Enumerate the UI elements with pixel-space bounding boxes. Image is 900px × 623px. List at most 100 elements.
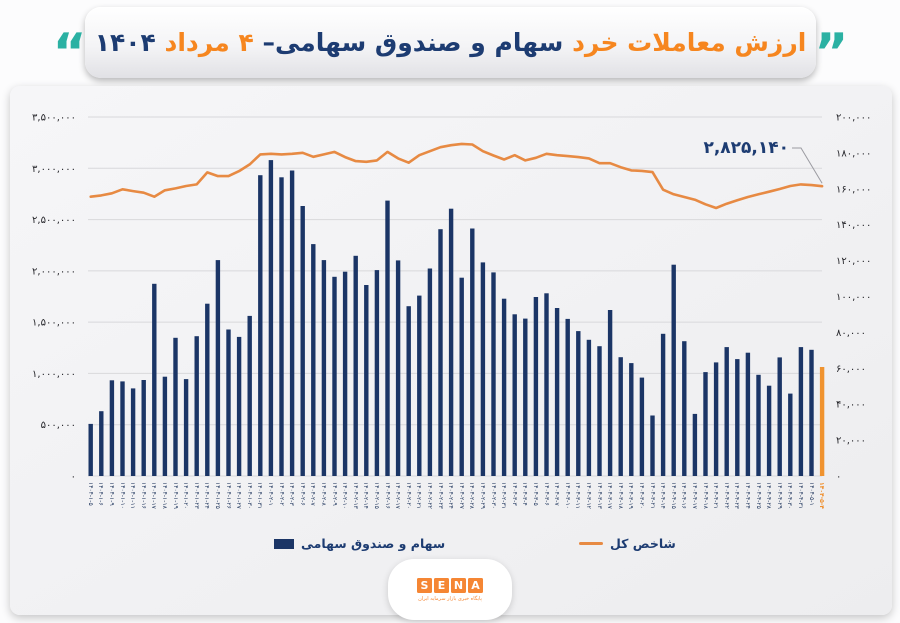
x-axis-tick: ۱۴۰۴-۲-۱۵	[372, 482, 380, 509]
bar	[798, 347, 804, 476]
x-axis-tick: ۱۴۰۴-۴-۲۹	[775, 482, 783, 509]
x-axis-tick: ۱۴۰۴-۳-۱۱	[574, 482, 582, 509]
left-axis-tick: ۱,۵۰۰,۰۰۰	[32, 318, 76, 329]
left-axis-tick: ۱,۰۰۰,۰۰۰	[32, 369, 76, 380]
bar	[523, 318, 528, 476]
x-axis-tick: ۱۴۰۴-۱-۱۹	[171, 482, 179, 509]
bar	[713, 362, 719, 476]
bar	[618, 357, 623, 476]
bar	[141, 380, 146, 476]
page-title: ارزش معاملات خرد سهام و صندوق سهامی– ۴ م…	[95, 28, 807, 57]
x-axis-tick: ۱۴۰۴-۱-۱۱	[129, 482, 137, 509]
bar	[236, 336, 242, 476]
x-axis-tick: ۱۴۰۴-۳-۱۳	[595, 482, 603, 509]
x-axis-tick: ۱۴۰۴-۳-۱۰	[563, 482, 571, 509]
x-axis-tick: ۱۴۰۴-۴-۱۴	[659, 482, 667, 509]
x-axis-tick: ۱۴۰۴-۲-۱۶	[383, 482, 391, 509]
bar	[703, 372, 708, 476]
x-axis-tick: ۱۴۰۴-۱-۶	[97, 482, 105, 506]
bar	[173, 337, 178, 476]
bar	[332, 276, 337, 476]
annotation-callout-line	[792, 147, 823, 184]
x-axis-tick: ۱۴۰۴-۱-۲۰	[182, 482, 190, 509]
bar	[385, 200, 390, 476]
x-axis-tick: ۱۴۰۴-۴-۲۳	[733, 482, 741, 509]
legend-line-label: شاخص کل	[610, 536, 676, 551]
bar-swatch-icon	[274, 538, 294, 549]
title-part-date: ۴ مرداد	[164, 28, 254, 57]
bar	[247, 315, 252, 476]
x-axis-tick: ۱۴۰۴-۴-۳۰	[786, 482, 794, 509]
bar	[650, 415, 655, 476]
bar	[300, 206, 305, 476]
sena-logo: S E N A پایگاه خبری بازار سرمایه ایران	[388, 559, 512, 620]
right-axis-tick: ۱۲۰,۰۰۰	[836, 256, 871, 267]
x-axis-tick: ۱۴۰۴-۱-۵	[86, 482, 94, 506]
x-axis-tick: ۱۴۰۴-۲-۲۰	[404, 482, 412, 509]
right-axis-tick: ۱۶۰,۰۰۰	[836, 184, 871, 195]
x-axis-tick: ۱۴۰۴-۱-۳۰	[245, 482, 253, 509]
bar	[162, 376, 168, 476]
bar	[565, 318, 570, 476]
bar	[554, 308, 560, 476]
bar-highlighted	[819, 367, 825, 476]
bar	[459, 277, 464, 476]
right-axis-tick: ۱۰۰,۰۰۰	[836, 292, 871, 303]
x-axis-tick: ۱۴۰۴-۱-۲۶	[224, 482, 232, 509]
left-axis-tick: ۳,۰۰۰,۰۰۰	[32, 164, 76, 175]
left-axis-tick: ۰	[71, 472, 76, 483]
bar	[109, 380, 115, 476]
logo-tagline: پایگاه خبری بازار سرمایه ایران	[418, 595, 482, 602]
x-axis-tick: ۱۴۰۴-۴-۲۸	[765, 482, 773, 509]
bar	[226, 329, 231, 476]
x-axis-tick: ۱۴۰۴-۲-۹	[330, 482, 338, 506]
x-axis-tick: ۱۴۰۴-۱-۹	[107, 482, 115, 506]
x-axis-tick: ۱۴۰۴-۳-۵	[531, 482, 539, 506]
bar	[289, 170, 295, 476]
x-axis-tick: ۱۴۰۴-۱-۱۸	[160, 482, 168, 509]
title-part-year: ۱۴۰۴	[94, 28, 156, 57]
bar	[597, 346, 602, 476]
x-axis-tick: ۱۴۰۴-۴-۲۵	[754, 482, 762, 509]
bar	[777, 357, 782, 476]
x-axis-tick: ۱۴۰۴-۲-۱۰	[341, 482, 349, 509]
left-axis-tick: ۲,۵۰۰,۰۰۰	[32, 215, 76, 226]
x-axis-tick: ۱۴۰۴-۴-۳۱	[796, 482, 804, 509]
title-bar: “ ارزش معاملات خرد سهام و صندوق سهامی– ۴…	[53, 7, 848, 79]
bar	[194, 336, 199, 476]
bar	[311, 244, 316, 476]
bar	[205, 303, 210, 476]
index-line	[89, 142, 824, 210]
x-axis-tick: ۱۴۰۴-۳-۶	[542, 482, 550, 506]
bar	[692, 413, 698, 476]
logo-letter-e: E	[434, 577, 449, 593]
bar	[544, 293, 549, 476]
left-axis-tick: ۵۰۰,۰۰۰	[41, 420, 76, 431]
x-axis-tick: ۱۴۰۴-۳-۱۸	[616, 482, 624, 509]
bar	[809, 349, 814, 476]
x-axis-tick: ۱۴۰۴-۳-۱۲	[584, 482, 592, 509]
bar	[491, 272, 496, 476]
x-axis-tick: ۱۴۰۴-۱-۱۰	[118, 482, 126, 509]
x-axis-tick: ۱۴۰۴-۲-۲۱	[415, 482, 423, 509]
right-axis-tick: ۱۸۰,۰۰۰	[836, 148, 871, 159]
legend-bars-label: سهام و صندوق سهامی	[301, 536, 446, 551]
x-axis-tick: ۱۴۰۴-۳-۲۱	[648, 482, 656, 509]
x-axis-tick: ۱۴۰۴-۲-۲۳	[436, 482, 444, 509]
x-axis-tick: ۱۴۰۴-۳-۲۰	[637, 482, 645, 509]
x-axis-tick: ۱۴۰۴-۵-۱	[807, 482, 815, 506]
bar	[258, 175, 263, 476]
bar	[342, 271, 348, 476]
chart-panel: ۳,۵۰۰,۰۰۰ ۳,۰۰۰,۰۰۰ ۲,۵۰۰,۰۰۰ ۲,۰۰۰,۰۰۰ ۱,۵۰…	[10, 86, 892, 615]
x-axis-tick: ۱۴۰۴-۱-۳۱	[256, 482, 264, 509]
right-axis-tick: ۲۰۰,۰۰۰	[836, 113, 871, 124]
bar	[745, 352, 751, 476]
title-part-value: ارزش معاملات خرد	[572, 28, 807, 57]
x-axis-tick: ۱۴۰۴-۲-۷	[309, 482, 317, 506]
x-axis-tick: ۱۴۰۴-۲-۲۴	[447, 482, 455, 509]
bar	[130, 388, 136, 476]
right-axis-tick: ۱۴۰,۰۰۰	[836, 220, 871, 231]
logo-letter-a: A	[468, 577, 483, 593]
x-axis-tick: ۱۴۰۴-۲-۱۷	[394, 482, 402, 509]
